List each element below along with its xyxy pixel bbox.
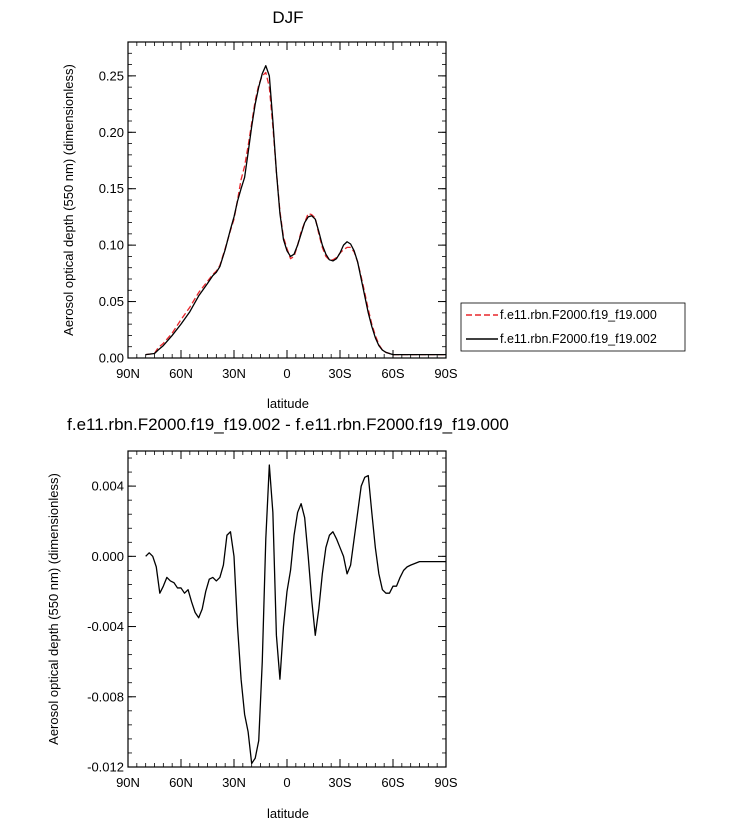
difference-x-tick-label: 30S — [328, 775, 351, 790]
difference-series-line-0 — [145, 464, 446, 765]
aod-y-tick-label: 0.15 — [99, 181, 124, 196]
aod-x-axis-title: latitude — [267, 396, 309, 411]
difference-panel: f.e11.rbn.F2000.f19_f19.002 - f.e11.rbn.… — [46, 415, 509, 821]
difference-x-tick-label: 0 — [283, 775, 290, 790]
difference-panel-title: f.e11.rbn.F2000.f19_f19.002 - f.e11.rbn.… — [67, 415, 509, 434]
difference-y-tick-label: 0.000 — [91, 549, 124, 564]
legend-box — [460, 302, 686, 352]
difference-y-axis-title: Aerosol optical depth (550 nm) (dimensio… — [46, 473, 61, 745]
difference-y-tick-label: -0.012 — [87, 760, 124, 775]
difference-x-tick-label: 90N — [116, 775, 140, 790]
legend-label-series-000: f.e11.rbn.F2000.f19_f19.000 — [500, 308, 657, 322]
aod-x-tick-label: 30S — [328, 366, 351, 381]
legend: f.e11.rbn.F2000.f19_f19.000 f.e11.rbn.F2… — [460, 302, 686, 352]
aod-y-tick-label: 0.25 — [99, 68, 124, 83]
aod-y-tick-label: 0.20 — [99, 125, 124, 140]
difference-x-tick-label: 60N — [169, 775, 193, 790]
aod-y-tick-label: 0.10 — [99, 238, 124, 253]
aod-y-tick-label: 0.05 — [99, 294, 124, 309]
aod-series-line-0 — [145, 71, 446, 356]
difference-x-tick-label: 30N — [222, 775, 246, 790]
aod-x-tick-label: 90S — [434, 366, 457, 381]
legend-label-series-002: f.e11.rbn.F2000.f19_f19.002 — [500, 332, 657, 346]
aod-y-axis-title: Aerosol optical depth (550 nm) (dimensio… — [61, 64, 76, 336]
aod-panel-title: DJF — [272, 8, 303, 27]
difference-plot-frame — [127, 450, 447, 768]
aod-x-tick-label: 60S — [381, 366, 404, 381]
aod-x-tick-label: 0 — [283, 366, 290, 381]
aod-plot-frame — [127, 41, 447, 359]
difference-x-tick-label: 90S — [434, 775, 457, 790]
aod-y-tick-label: 0.00 — [99, 351, 124, 366]
difference-y-tick-label: 0.004 — [91, 479, 124, 494]
difference-x-axis-title: latitude — [267, 806, 309, 821]
difference-y-tick-label: -0.004 — [87, 619, 124, 634]
difference-x-tick-label: 60S — [381, 775, 404, 790]
aod-x-tick-label: 60N — [169, 366, 193, 381]
aod-series-line-1 — [145, 65, 446, 356]
aod-x-tick-label: 30N — [222, 366, 246, 381]
aod-x-tick-label: 90N — [116, 366, 140, 381]
difference-y-tick-label: -0.008 — [87, 689, 124, 704]
aod-panel: DJF 90N 60N 30N 0 30S 60S 90S 0.00 0.05 0.10 0.15 0… — [61, 8, 686, 411]
